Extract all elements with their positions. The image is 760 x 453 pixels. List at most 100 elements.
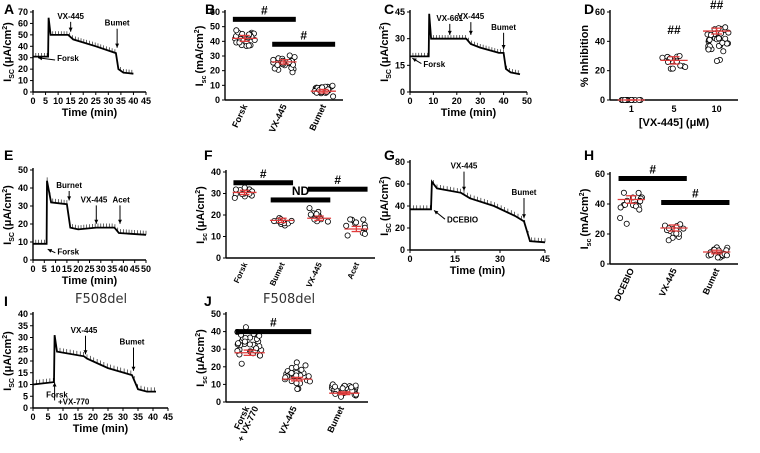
panel-label: G	[384, 147, 395, 163]
data-point	[329, 82, 336, 89]
x-tick-label: Forsk	[230, 102, 250, 129]
x-tick-label: 0	[30, 96, 35, 106]
y-tick-label: 60	[595, 7, 605, 17]
data-point	[659, 54, 666, 61]
annotation-arrowhead	[412, 58, 417, 62]
significance-label: #	[261, 3, 268, 17]
panel-label: A	[4, 1, 14, 17]
annotation-label: VX-445	[81, 195, 108, 204]
x-tick-label: Bumet	[268, 261, 287, 288]
y-tick-label: 40	[595, 199, 605, 209]
significance-bar	[270, 197, 331, 203]
x-tick-label: 1	[629, 104, 634, 114]
y-label-close: )	[379, 22, 391, 26]
annotation-arrowhead	[83, 350, 88, 355]
data-point	[682, 64, 689, 71]
annotation-label: VX-445	[451, 162, 478, 171]
data-point	[635, 189, 642, 196]
y-label-unit: (mA/cm	[194, 33, 206, 74]
x-tick-label: Acet	[346, 261, 362, 281]
y-tick-label: 30	[211, 344, 221, 354]
x-tick-label: 25	[84, 264, 94, 274]
y-label-superscript: 2	[379, 180, 386, 184]
y-tick-label: 80	[395, 157, 405, 167]
y-tick-label: 40	[395, 201, 405, 211]
annotation-label: Bumet	[512, 188, 537, 197]
y-tick-label: 50	[18, 165, 28, 175]
y-tick-label: 60	[18, 18, 28, 28]
x-tick-label: 15	[73, 412, 83, 422]
data-point	[238, 360, 245, 367]
x-tick-label: 30	[103, 96, 113, 106]
x-tick-label: 25	[91, 96, 101, 106]
annotation-arrowhead	[131, 366, 136, 371]
data-point	[705, 46, 712, 53]
data-point	[241, 338, 248, 345]
y-label-subscript: SC	[386, 69, 393, 79]
y-tick-label: 0	[216, 397, 221, 407]
x-tick-label: 40	[148, 412, 158, 422]
annotation-arrowhead	[38, 56, 43, 61]
y-tick-label: 30	[211, 189, 221, 199]
y-label-superscript: 2	[2, 335, 9, 339]
panel-c: 0 15 30 45 0 10 20 30 40 50 Time (min) ISC(μA/cm2) C…	[379, 1, 532, 119]
y-label-close: )	[579, 188, 591, 192]
x-tick-label: 20	[88, 412, 98, 422]
y-tick-label: 30	[395, 34, 405, 44]
y-label-unit: (μA/cm	[195, 336, 207, 374]
y-axis-label: % Inhibition	[579, 25, 591, 88]
x-tick-label: 5	[42, 264, 47, 274]
panel-d: 0 20 40 60 % Inhibition D 1 5 10[VX-445] (μM) ## #…	[579, 0, 738, 129]
x-tick-label: 40	[128, 96, 138, 106]
annotation-arrowhead	[468, 30, 473, 35]
panel-f: 0 10 20 30 40 Isc (μA/cm2) F Forsk Bumet VX-445 Ace…	[195, 147, 375, 289]
x-axis-label: Time (min)	[62, 107, 118, 119]
y-tick-label: 40	[210, 36, 220, 46]
data-point	[719, 39, 726, 46]
annotation-label: Forsk	[57, 54, 79, 63]
y-tick-label: 40	[211, 167, 221, 177]
data-point	[707, 32, 714, 39]
data-point	[720, 48, 727, 55]
annotation-label: +VX-770	[58, 397, 90, 406]
panel-label: F	[204, 147, 213, 163]
annotation-label: Forsk	[57, 248, 79, 257]
data-point	[298, 366, 305, 373]
x-tick-label: 0	[30, 412, 35, 422]
x-tick-label: 5	[671, 104, 676, 114]
significance-label: #	[270, 316, 277, 330]
y-tick-label: 10	[18, 237, 28, 247]
y-tick-label: 20	[211, 210, 221, 220]
annotation-arrowhead	[447, 30, 452, 35]
x-tick-label: 5	[43, 96, 48, 106]
x-axis-label: Time (min)	[73, 423, 129, 435]
x-tick-label: VX-445	[657, 267, 679, 298]
x-tick-label: Bumet	[307, 103, 328, 133]
data-point	[293, 364, 300, 371]
annotation-arrowhead	[462, 186, 466, 191]
y-tick-label: 0	[23, 87, 28, 97]
y-label-superscript: 2	[2, 189, 9, 193]
y-label-subscript: SC	[9, 232, 16, 242]
y-axis-label: ISC(μA/cm2)	[379, 22, 393, 82]
data-point	[323, 89, 330, 96]
significance-bar	[307, 186, 368, 192]
x-tick-label: 45	[141, 96, 151, 106]
y-tick-label: 50	[18, 30, 28, 40]
annotation-arrowhead	[434, 210, 439, 215]
significance-label: #	[649, 163, 656, 177]
y-label-superscript: 2	[2, 26, 9, 30]
annotation-label: Bumet	[120, 338, 145, 347]
significance-bar	[661, 200, 730, 205]
x-axis-label: [VX-445] (μM)	[639, 117, 710, 129]
annotation-label: Burnet	[56, 181, 82, 190]
x-tick-label: 35	[133, 412, 143, 422]
data-point	[623, 220, 630, 227]
data-point	[291, 54, 298, 61]
y-label-unit: (μA/cm	[379, 30, 391, 68]
y-tick-label: 20	[595, 229, 605, 239]
data-point	[288, 369, 295, 376]
annotation-arrowhead	[94, 219, 99, 224]
